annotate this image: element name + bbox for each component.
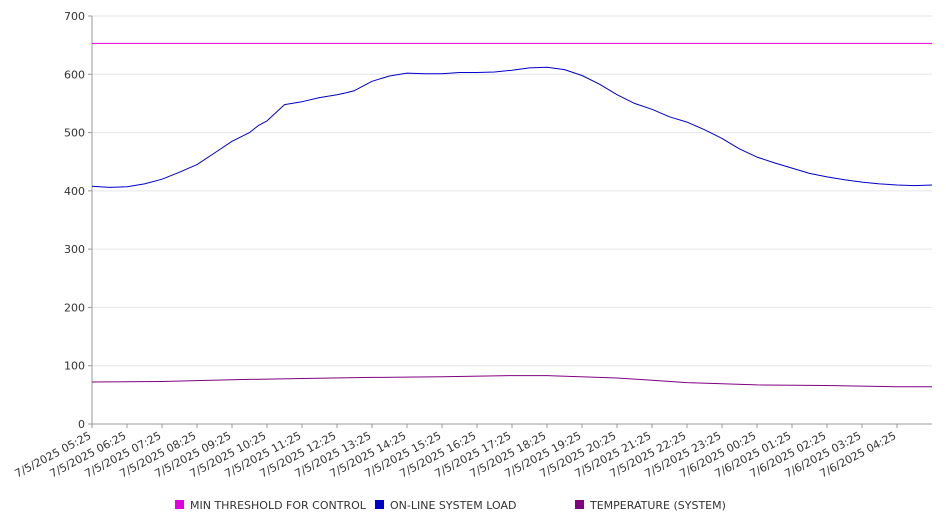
y-tick-label: 600 (64, 68, 85, 81)
legend-label: MIN THRESHOLD FOR CONTROL (190, 499, 367, 512)
axes (91, 16, 932, 425)
y-tick-label: 400 (64, 185, 85, 198)
legend-swatch (375, 500, 384, 509)
series-line-2 (91, 66, 933, 188)
legend-swatch (175, 500, 184, 509)
x-axis-ticks: 7/5/2025 05:257/5/2025 06:257/5/2025 07:… (13, 424, 898, 480)
y-tick-label: 200 (64, 301, 85, 314)
legend-swatch (575, 500, 584, 509)
y-tick-label: 700 (64, 10, 85, 23)
legend-label: ON-LINE SYSTEM LOAD (390, 499, 516, 512)
series-lines (91, 42, 933, 388)
grid-lines (92, 15, 932, 367)
y-tick-label: 0 (78, 418, 85, 431)
y-axis-ticks: 0 100 200 300 400 500 600 700 (64, 10, 92, 431)
legend: MIN THRESHOLD FOR CONTROL ON-LINE SYSTEM … (175, 499, 726, 512)
y-tick-label: 500 (64, 127, 85, 140)
y-tick-label: 300 (64, 243, 85, 256)
y-tick-label: 100 (64, 360, 85, 373)
series-line-3 (91, 375, 932, 388)
legend-label: TEMPERATURE (SYSTEM) (589, 499, 726, 512)
